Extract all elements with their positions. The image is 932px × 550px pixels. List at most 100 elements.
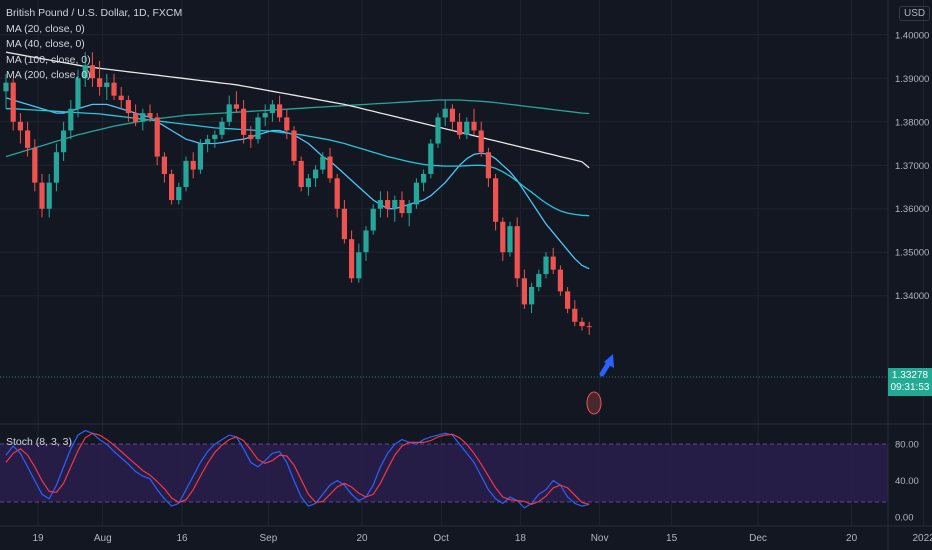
candle-body bbox=[565, 291, 571, 309]
candle-body bbox=[579, 321, 585, 327]
currency-button[interactable]: USD bbox=[899, 6, 931, 21]
time-tick-label: Sep bbox=[260, 533, 278, 544]
grid bbox=[0, 0, 925, 526]
candle-body bbox=[241, 108, 247, 135]
stoch-legend[interactable]: Stoch (8, 3, 3) bbox=[6, 436, 72, 448]
price-axis-labels: 1.34000 1.35000 1.36000 1.37000 1.38000 1.390… bbox=[895, 30, 929, 302]
stoch-band bbox=[0, 444, 888, 502]
candle-body bbox=[327, 156, 333, 179]
candle-body bbox=[269, 104, 275, 114]
candle-body bbox=[413, 182, 419, 205]
candle-body bbox=[514, 226, 520, 279]
last-price-tag: 1.33278 09:31:53 bbox=[888, 368, 932, 396]
candle-body bbox=[349, 239, 355, 279]
time-tick-label: 19 bbox=[32, 533, 44, 544]
candle-body bbox=[133, 113, 139, 122]
ma-line-20 bbox=[5, 97, 590, 270]
candle-body bbox=[586, 326, 592, 328]
legend-ma-40[interactable]: MA (40, close, 0) bbox=[6, 38, 85, 50]
candle-body bbox=[147, 113, 153, 118]
candle-body bbox=[262, 113, 268, 118]
candlesticks bbox=[3, 52, 592, 335]
candle-body bbox=[471, 121, 477, 131]
candle-body bbox=[572, 308, 578, 322]
legend-ma-200[interactable]: MA (200, close, 0) bbox=[6, 69, 91, 81]
legend-ma-100[interactable]: MA (100, close, 0) bbox=[6, 53, 91, 66]
candle-body bbox=[32, 147, 38, 183]
time-axis-labels: 19Aug16Sep20Oct18Nov15Dec20202217Feb bbox=[32, 533, 932, 544]
time-tick-label: 18 bbox=[515, 533, 527, 544]
price-tick-label: 1.39000 bbox=[895, 74, 929, 85]
candle-body bbox=[363, 230, 369, 253]
stoch-tick-label: 80.00 bbox=[895, 440, 919, 451]
candle-body bbox=[205, 139, 211, 144]
candle-body bbox=[478, 130, 484, 153]
candle-body bbox=[111, 82, 117, 96]
candle-body bbox=[356, 252, 362, 279]
stoch-axis-labels: 80.00 40.00 0.00 bbox=[895, 440, 919, 524]
candle-body bbox=[53, 152, 59, 183]
candle-body bbox=[521, 278, 527, 305]
price-tick-label: 1.37000 bbox=[895, 161, 929, 172]
candle-body bbox=[428, 143, 434, 174]
candle-body bbox=[385, 200, 391, 209]
chart-title: British Pound / U.S. Dollar, 1D, FXCM bbox=[6, 7, 183, 19]
candle-body bbox=[176, 186, 182, 201]
candle-body bbox=[320, 156, 326, 170]
candle-body bbox=[219, 121, 225, 135]
candle-body bbox=[75, 78, 81, 109]
candle-body bbox=[543, 256, 549, 274]
candle-body bbox=[248, 134, 254, 140]
low-marker-circle bbox=[586, 391, 602, 415]
chart-legend: British Pound / U.S. Dollar, 1D, FXCM MA… bbox=[6, 6, 182, 84]
candle-body bbox=[104, 82, 110, 87]
price-tick-label: 1.40000 bbox=[895, 30, 929, 41]
time-tick-label: 20 bbox=[356, 533, 368, 544]
ma-line-200 bbox=[5, 51, 590, 169]
candle-body bbox=[190, 160, 196, 170]
candle-body bbox=[277, 104, 283, 118]
moving-averages bbox=[5, 51, 590, 270]
candle-body bbox=[464, 121, 470, 135]
time-tick-label: Nov bbox=[591, 533, 609, 544]
time-tick-label: Dec bbox=[749, 533, 767, 544]
candle-body bbox=[140, 113, 146, 122]
time-tick-label: 16 bbox=[176, 533, 188, 544]
candle-body bbox=[536, 273, 542, 288]
candle-body bbox=[313, 169, 319, 179]
time-tick-label: 2022 bbox=[912, 533, 932, 544]
candle-body bbox=[435, 117, 441, 144]
candle-body bbox=[442, 108, 448, 118]
legend-ma-20[interactable]: MA (20, close, 0) bbox=[6, 22, 85, 35]
time-tick-label: Aug bbox=[94, 533, 112, 544]
candle-body bbox=[61, 130, 67, 153]
candle-body bbox=[255, 117, 261, 140]
candle-body bbox=[341, 208, 347, 240]
time-tick-label: Oct bbox=[433, 533, 449, 544]
candle-body bbox=[421, 173, 427, 183]
stoch-tick-label: 40.00 bbox=[895, 476, 919, 487]
time-tick-label: 20 bbox=[846, 533, 858, 544]
stoch-tick-label: 0.00 bbox=[895, 513, 914, 524]
candle-body bbox=[557, 269, 563, 292]
candle-body bbox=[284, 117, 290, 131]
candle-body bbox=[10, 82, 16, 122]
candle-body bbox=[17, 121, 23, 131]
candle-body bbox=[154, 117, 160, 157]
price-tick-label: 1.34000 bbox=[895, 291, 929, 302]
candle-body bbox=[529, 287, 535, 305]
candle-body bbox=[370, 208, 376, 231]
candle-body bbox=[212, 134, 218, 140]
candle-body bbox=[89, 65, 95, 79]
time-tick-label: 15 bbox=[666, 533, 678, 544]
candle-body bbox=[226, 104, 232, 122]
candle-body bbox=[68, 108, 74, 131]
candle-body bbox=[507, 226, 513, 253]
candle-body bbox=[500, 221, 506, 253]
candle-body bbox=[125, 100, 131, 114]
candle-body bbox=[3, 82, 9, 92]
price-tick-label: 1.36000 bbox=[895, 204, 929, 215]
last-price-value: 1.33278 bbox=[891, 370, 929, 381]
ma-line-100 bbox=[5, 99, 590, 158]
